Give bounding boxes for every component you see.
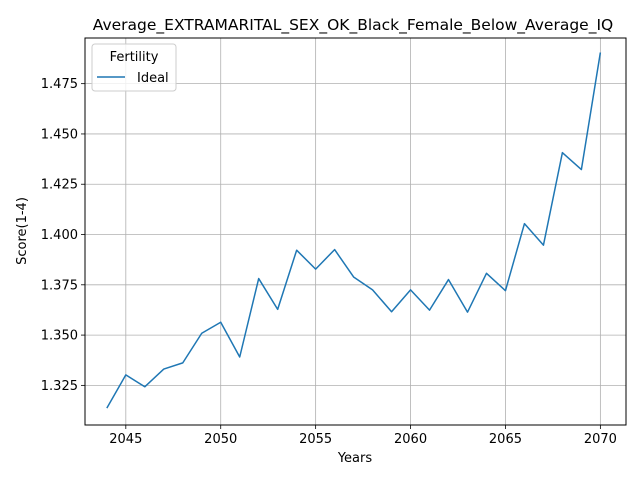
grid-lines <box>85 38 626 425</box>
y-tick-label: 1.400 <box>41 228 78 243</box>
legend-box <box>91 43 177 92</box>
x-tick-label: 2065 <box>489 432 522 447</box>
x-tick-label: 2050 <box>204 432 237 447</box>
x-tick-label: 2055 <box>299 432 332 447</box>
y-axis-label: Score(1-4) <box>15 197 30 265</box>
y-axis-ticks: 1.325 1.350 1.375 1.400 1.425 1.450 1.475 <box>41 77 85 394</box>
x-tick-label: 2045 <box>109 432 142 447</box>
chart-title: Average_EXTRAMARITAL_SEX_OK_Black_Female… <box>93 16 613 35</box>
x-tick-label: 2060 <box>394 432 427 447</box>
y-tick-label: 1.375 <box>41 278 78 293</box>
y-tick-label: 1.350 <box>41 329 78 344</box>
y-tick-label: 1.425 <box>41 178 78 193</box>
legend-label-ideal: Ideal <box>137 71 169 86</box>
plot-area-frame <box>84 37 627 426</box>
x-axis-ticks: 2045 2050 2055 2060 2065 2070 <box>109 425 617 447</box>
series-layer <box>106 52 602 409</box>
series-line-ideal <box>106 52 602 409</box>
x-tick-label: 2070 <box>584 432 617 447</box>
y-tick-label: 1.450 <box>41 127 78 142</box>
x-axis-label: Years <box>337 451 373 466</box>
y-tick-label: 1.325 <box>41 379 78 394</box>
legend-title: Fertility <box>110 50 159 65</box>
legend: Fertility Ideal <box>91 43 177 92</box>
y-tick-label: 1.475 <box>41 77 78 92</box>
